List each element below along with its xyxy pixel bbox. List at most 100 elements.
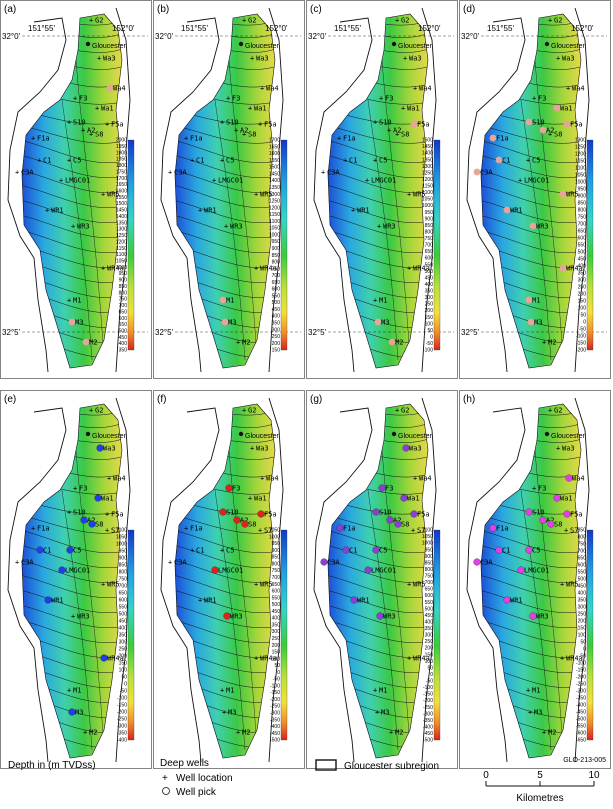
well-label: S8 <box>248 521 256 529</box>
well-label: F3 <box>538 485 546 493</box>
well-label: LMGC01 <box>524 567 549 575</box>
scale-tick-label: 400 <box>119 341 128 347</box>
scale-tick-label: 600 <box>578 236 587 242</box>
well-location-marker: + <box>401 105 405 113</box>
well-label: C1 <box>349 157 357 165</box>
well-location-symbol: + <box>162 773 168 784</box>
well-label: F3 <box>538 95 546 103</box>
well-label: Wa4 <box>113 85 126 93</box>
scale-tick-label: 1500 <box>269 165 280 171</box>
scale-tick-label: 1350 <box>269 185 280 191</box>
well-pick-dot <box>563 120 571 128</box>
well-pick-dot <box>241 520 249 528</box>
scale-tick-label: 300 <box>425 633 434 639</box>
scale-tick-label: 950 <box>272 541 281 547</box>
scale-tick-label: 200 <box>272 643 281 649</box>
well-pick-dot <box>374 318 382 326</box>
well-pick-dot <box>211 566 219 574</box>
well-label: WR4a <box>260 265 277 273</box>
color-scale-bar <box>433 529 441 741</box>
well-pick-dot <box>378 484 386 492</box>
well-location-marker: + <box>248 495 252 503</box>
well-pick-dot <box>565 474 573 482</box>
scale-tick-label: 850 <box>272 555 281 561</box>
well-location-marker: + <box>73 95 77 103</box>
panel-frame <box>459 390 611 769</box>
map-panel: (d)32°0'151°55' 152°0'32°5'Gloucester+ G2+… <box>459 0 611 379</box>
scale-tick-label: 1800 <box>116 163 127 169</box>
well-pick-dot <box>489 134 497 142</box>
scale-tick-label: 500 <box>578 577 587 583</box>
scale-tick-label: 50 <box>274 663 280 669</box>
well-location-marker: + <box>548 17 552 25</box>
scale-tick-label: 450 <box>425 613 434 619</box>
scale-tick-label: 1050 <box>269 226 280 232</box>
well-label: C1 <box>502 547 510 555</box>
scale-tick-label: 800 <box>272 561 281 567</box>
well-location-marker: + <box>518 177 522 185</box>
scale-tick-label: 650 <box>272 582 281 588</box>
scale-tick-label: -350 <box>423 718 433 724</box>
scale-tick-label: 150 <box>578 299 587 305</box>
well-label: WR5 <box>107 191 120 199</box>
scale-tick-label: 550 <box>119 605 128 611</box>
deep-wells-title: Deep wells <box>160 758 209 769</box>
scale-tick-label: -100 <box>423 348 433 354</box>
well-label: S8 <box>95 131 103 139</box>
scale-tick-label: -100 <box>576 334 586 340</box>
well-location-marker: + <box>379 95 383 103</box>
scale-tick-label: -150 <box>576 341 586 347</box>
well-location-marker: + <box>375 709 379 717</box>
panel-label: (f) <box>157 394 166 405</box>
well-location-marker: + <box>260 85 264 93</box>
well-pick-dot <box>100 654 108 662</box>
scale-tick-label: 500 <box>272 300 281 306</box>
scale-tick-label: 1000 <box>116 265 127 271</box>
well-location-marker: + <box>395 407 399 415</box>
scale-tick-label: -450 <box>576 710 586 716</box>
well-label: C5 <box>532 157 540 165</box>
well-pick-dot <box>82 338 90 346</box>
well-pick-dot <box>489 524 497 532</box>
panel-label: (g) <box>310 394 322 405</box>
scale-tick-label: 1300 <box>575 138 586 144</box>
scale-tick-label: 350 <box>425 626 434 632</box>
well-label: M3 <box>381 319 389 327</box>
scale-tick-label: 450 <box>272 307 281 313</box>
well-label: C3A <box>21 559 34 567</box>
scale-tick-label: 300 <box>425 295 434 301</box>
well-location-marker: + <box>532 485 536 493</box>
well-label: M1 <box>226 297 234 305</box>
scale-tick-label: 300 <box>272 327 281 333</box>
well-label: C3A <box>174 559 187 567</box>
scale-tick-label: -450 <box>270 731 280 737</box>
scale-tick-label: 500 <box>578 250 587 256</box>
well-label: Wa4 <box>572 475 585 483</box>
well-label: M3 <box>228 709 236 717</box>
well-pick-dot <box>106 84 114 92</box>
scale-tick-label: 350 <box>425 289 434 295</box>
town-label: Gloucester <box>92 433 127 440</box>
well-label: A2 <box>546 127 554 135</box>
well-location-marker: + <box>89 17 93 25</box>
scale-tick-label: 150 <box>425 652 434 658</box>
well-label: S10 <box>73 119 86 127</box>
scale-tick-label: -150 <box>423 692 433 698</box>
scale-tick-label: 700 <box>119 584 128 590</box>
well-location-marker: + <box>101 581 105 589</box>
well-label: G2 <box>95 17 103 25</box>
scale-tick-label: 700 <box>578 549 587 555</box>
scale-tick-label: 1250 <box>575 145 586 151</box>
scale-tick-label: 0 <box>583 647 586 653</box>
well-label: WR3 <box>230 613 243 621</box>
scale-tick-label: 250 <box>272 334 281 340</box>
lat-top-label: 32°0' <box>308 32 327 41</box>
well-location-marker: + <box>105 527 109 535</box>
scale-tick-label: -150 <box>576 668 586 674</box>
well-label: C1 <box>43 547 51 555</box>
lon-left-label: 151°55' <box>334 24 361 33</box>
scale-tick-label: 1400 <box>116 214 127 220</box>
well-pick-dot <box>503 596 511 604</box>
well-pick-dot <box>221 318 229 326</box>
well-label: Wa3 <box>103 55 116 63</box>
